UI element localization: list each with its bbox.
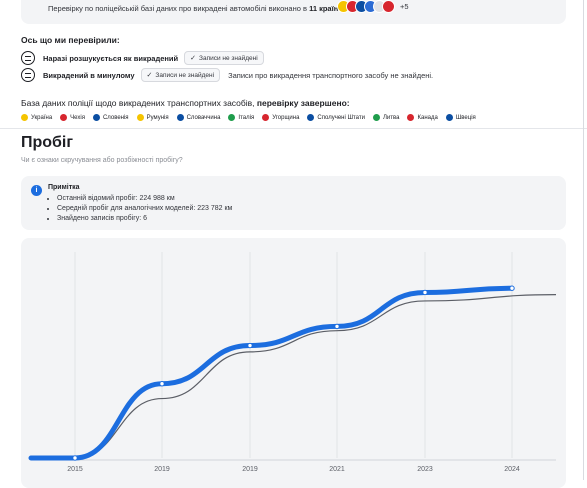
thief-mask-icon xyxy=(21,68,35,82)
checks-title: Ось що ми перевірили: xyxy=(21,35,120,45)
check-row-stolen-in-past: Викрадений в минулому ✓ Записи не знайден… xyxy=(21,68,433,82)
country-italy: Італія xyxy=(228,114,254,121)
stolen-check-summary-text: Перевірку по поліцейській базі даних про… xyxy=(48,4,349,13)
x-tick-label: 2019 xyxy=(242,466,258,473)
summary-prefix: Перевірку по поліцейській базі даних про… xyxy=(48,4,310,13)
flag-icon xyxy=(445,114,453,121)
country-slovakia: Словаччина xyxy=(176,114,221,121)
x-tick-label: 2023 xyxy=(417,466,433,473)
note-last-mileage: Останній відомий пробіг: 224 988 км xyxy=(57,194,232,204)
country-sweden: Швеція xyxy=(445,114,476,121)
country-name: Україна xyxy=(31,114,53,121)
country-name: Угорщина xyxy=(272,114,300,121)
status-badge-text: Записи не знайдені xyxy=(199,54,258,62)
check-label: Наразі розшукується як викрадений xyxy=(43,53,179,63)
country-name: Канада xyxy=(417,114,438,121)
note-records-found: Знайдено записів пробігу: 6 xyxy=(57,214,232,224)
country-united-states: Сполучені Штати xyxy=(307,114,365,121)
flag-icon xyxy=(60,114,68,121)
mileage-title: Пробіг xyxy=(21,134,74,151)
check-row-currently-stolen: Наразі розшукується як викрадений ✓ Запис… xyxy=(21,51,264,65)
mileage-subtitle: Чи є ознаки скручування або розбіжності … xyxy=(21,157,183,164)
check-detail-text: Записи про викрадення транспортного засо… xyxy=(228,70,434,80)
x-tick-label: 2015 xyxy=(67,466,83,473)
flag-icon xyxy=(176,114,184,121)
x-tick-label: 2024 xyxy=(504,466,520,473)
flag-icon xyxy=(228,114,236,121)
country-name: Словенія xyxy=(102,114,129,121)
note-average-mileage: Середній пробіг для аналогічних моделей:… xyxy=(57,204,232,214)
mileage-point xyxy=(509,285,515,291)
database-title: База даних поліції щодо викрадених транс… xyxy=(21,98,350,108)
database-title-prefix: База даних поліції щодо викрадених транс… xyxy=(21,98,257,108)
page-edge xyxy=(583,0,584,480)
country-name: Литва xyxy=(382,114,400,121)
stolen-check-summary-card: Перевірку по поліцейській базі даних про… xyxy=(21,0,566,24)
note-list: Останній відомий пробіг: 224 988 км Сере… xyxy=(48,194,232,224)
flags-more-count: +5 xyxy=(400,2,409,11)
x-tick-label: 2021 xyxy=(329,466,345,473)
note-title: Примітка xyxy=(48,184,80,191)
flag-icon xyxy=(136,114,144,121)
mileage-chart: 2015 2019 2019 2021 2023 2024 xyxy=(21,238,566,488)
country-name: Чехія xyxy=(70,114,85,121)
country-romania: Румунія xyxy=(136,114,169,121)
mileage-note-card: i Примітка Останній відомий пробіг: 224 … xyxy=(21,176,566,230)
country-list: Україна Чехія Словенія Румунія Словаччин… xyxy=(21,114,484,121)
status-badge-text: Записи не знайдені xyxy=(155,71,215,79)
country-czechia: Чехія xyxy=(60,114,85,121)
country-name: Словаччина xyxy=(186,114,221,121)
flag-icon xyxy=(407,114,415,121)
country-lithuania: Литва xyxy=(372,114,400,121)
database-title-status: перевірку завершено: xyxy=(256,98,350,108)
thief-mask-icon xyxy=(21,51,35,65)
mileage-point xyxy=(159,381,165,387)
section-divider xyxy=(0,128,587,129)
mileage-chart-svg: 2015 2019 2019 2021 2023 2024 xyxy=(28,252,557,473)
country-name: Сполучені Штати xyxy=(317,114,365,121)
country-hungary: Угорщина xyxy=(262,114,299,121)
flag-icon xyxy=(21,114,28,121)
mileage-point xyxy=(422,289,428,296)
check-label: Викрадений в минулому xyxy=(43,70,135,80)
checkmark-icon: ✓ xyxy=(190,55,197,62)
country-name: Румунія xyxy=(146,114,169,121)
checkmark-icon: ✓ xyxy=(146,72,153,79)
vehicle-mileage-line xyxy=(28,285,515,461)
country-ukraine: Україна xyxy=(21,114,52,121)
status-badge: ✓ Записи не знайдені xyxy=(184,51,264,65)
country-name: Швеція xyxy=(455,114,476,121)
flag-icon xyxy=(372,114,380,121)
flag-icon xyxy=(92,114,100,121)
flag-icon xyxy=(382,0,395,13)
flag-icon xyxy=(307,114,315,121)
mileage-point xyxy=(72,455,78,461)
flag-icon xyxy=(262,114,270,121)
info-icon: i xyxy=(31,185,42,196)
country-canada: Канада xyxy=(407,114,438,121)
summary-country-count: 11 країнах xyxy=(309,4,347,13)
status-badge: ✓ Записи не знайдені xyxy=(140,68,221,82)
x-tick-label: 2019 xyxy=(154,466,170,473)
mileage-point xyxy=(334,323,340,330)
country-name: Італія xyxy=(238,114,255,121)
country-flags-stack[interactable]: +5 xyxy=(337,0,409,13)
country-slovenia: Словенія xyxy=(92,114,129,121)
mileage-point xyxy=(247,342,253,349)
